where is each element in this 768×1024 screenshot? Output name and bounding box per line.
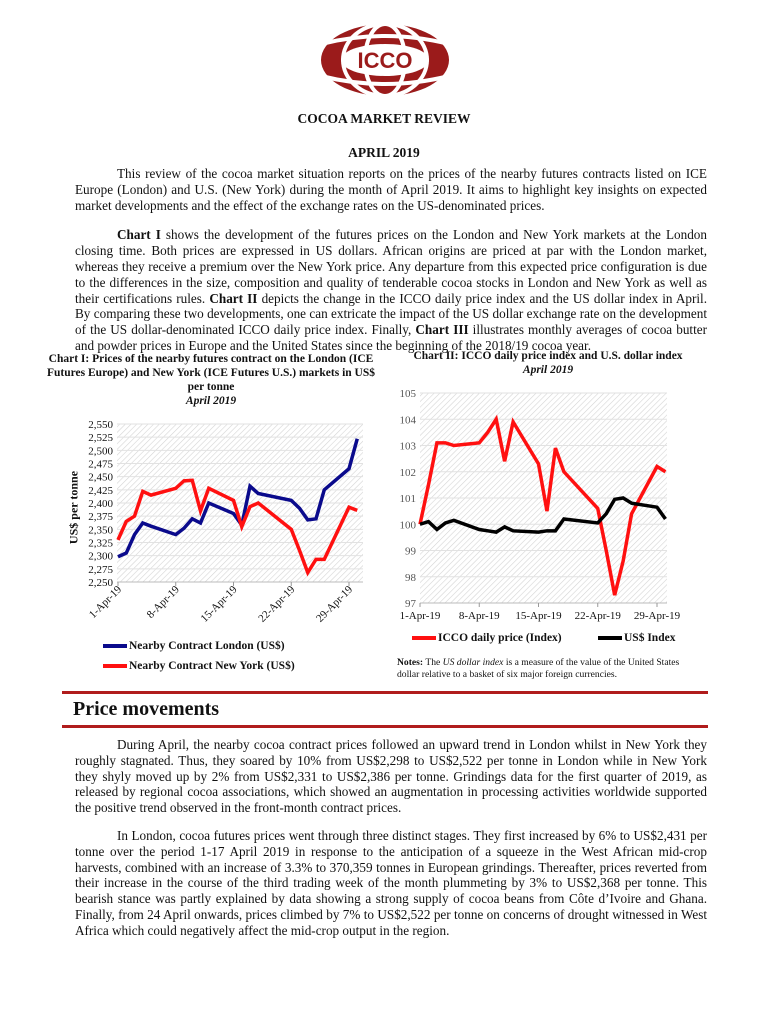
svg-text:ICCO: ICCO [358,48,413,73]
y-tick-label: 2,300 [88,551,113,563]
legend-label: Nearby Contract New York (US$) [129,660,295,672]
x-tick-label: 29-Apr-19 [634,610,681,622]
text: illustrates monthly averages of cocoa bu… [75,322,707,353]
y-tick-label: 2,275 [88,564,113,576]
text: depicts the change in the ICCO daily pri… [75,290,707,338]
report-title: COCOA MARKET REVIEW [297,111,471,126]
y-tick-label: 2,350 [88,524,113,536]
y-tick-label: 2,450 [88,472,113,484]
notes-text: is a measure of the value of the United … [397,657,680,680]
y-tick-label: 104 [400,414,417,426]
y-tick-label: 2,325 [88,538,113,550]
y-tick-label: 100 [400,519,417,531]
y-tick-label: 98 [405,572,417,584]
chart-i-title-text: Chart I: Prices of the nearby futures co… [47,353,375,393]
legend-swatch [103,664,127,668]
legend-london: Nearby Contract London (US$) [103,640,285,652]
chart-i-subtitle: April 2019 [185,395,237,407]
chart-ii-title: Chart II: ICCO daily price index and U.S… [380,349,716,377]
legend-label: ICCO daily price (Index) [438,632,562,644]
legend-new-york: Nearby Contract New York (US$) [103,660,295,672]
section-rule-bottom [62,725,708,728]
x-tick-label: 22-Apr-19 [575,610,622,622]
report-date: APRIL 2019 [348,145,420,160]
legend-label: Nearby Contract London (US$) [129,640,285,652]
section-heading: Price movements [73,698,220,720]
chart-i-title: Chart I: Prices of the nearby futures co… [46,352,376,408]
y-tick-label: 2,400 [88,498,113,510]
y-tick-label: 101 [400,493,417,505]
legend-swatch [598,636,622,640]
chart-ii-notes: Notes: The US dollar index is a measure … [397,657,697,681]
price-movements-paragraph-1: During April, the nearby cocoa contract … [75,737,707,816]
intro-text: This review of the cocoa market situatio… [75,166,707,354]
legend-icco: ICCO daily price (Index) [412,632,562,644]
y-tick-label: 105 [400,388,417,400]
y-tick-label: 97 [405,598,417,610]
y-tick-label: 2,250 [88,577,113,589]
legend-swatch [412,636,436,640]
chart-ii: 97 98 99 100 101 102 103 104 105 1-Apr-19 8-Apr-19… [400,388,681,622]
series-line-1 [116,478,358,577]
legend-usd: US$ Index [598,632,675,644]
notes-label: Notes: [397,657,424,668]
x-tick-label: 1-Apr-19 [400,610,441,622]
intro-paragraph: This review of the cocoa market situatio… [75,166,707,213]
chart-iii-ref: Chart III [415,322,469,338]
chart-ii-subtitle: April 2019 [522,364,574,376]
series-line-1 [419,496,667,534]
icco-logo: ICCO [320,22,450,98]
series-line-0 [418,414,667,596]
y-tick-label: 103 [400,441,417,453]
charts-description-paragraph: Chart I shows the development of the fut… [75,227,707,353]
chart-i-ref: Chart I [117,227,161,243]
x-tick-label: 8-Apr-19 [459,610,500,622]
price-movements-paragraph-2: In London, cocoa futures prices went thr… [75,827,707,938]
price-movements-text: During April, the nearby cocoa contract … [75,737,707,939]
text: shows the development of the futures pri… [75,227,707,306]
legend-swatch [103,644,127,648]
y-tick-label: 2,475 [88,459,113,471]
y-tick-label: 102 [400,467,417,479]
y-tick-label: 2,525 [88,432,113,444]
y-tick-label: 2,425 [88,485,113,497]
x-tick-label: 15-Apr-19 [515,610,562,622]
y-tick-label: 2,550 [88,419,113,431]
y-tick-label: 2,500 [88,445,113,457]
y-tick-label: 99 [405,546,417,558]
chart-ii-title-text: Chart II: ICCO daily price index and U.S… [413,350,683,362]
section-rule-top [62,691,708,694]
legend-label: US$ Index [624,632,676,644]
y-tick-label: 2,375 [88,511,113,523]
notes-emphasis: US dollar index [442,657,504,668]
series-line-0 [117,438,359,559]
notes-text: The [423,657,443,668]
chart-ii-ref: Chart II [209,290,258,306]
